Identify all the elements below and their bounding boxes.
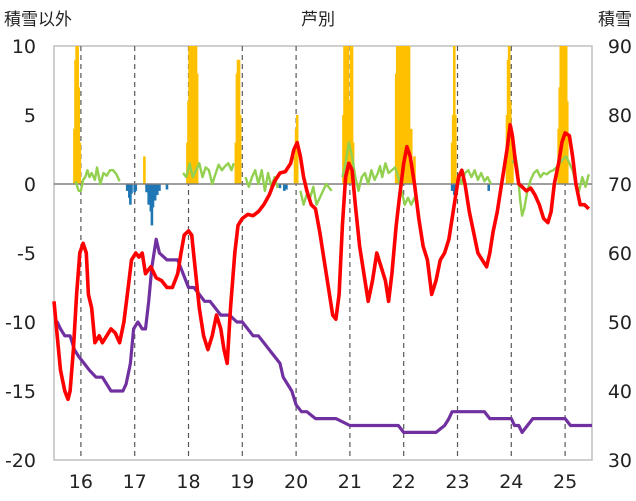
x-tick-label-22: 22 xyxy=(392,471,416,493)
precip-bar-57 xyxy=(508,101,512,184)
right-tick-label-0: 90 xyxy=(608,36,632,58)
left-tick-label-4: -10 xyxy=(5,312,36,334)
x-tick-label-23: 23 xyxy=(445,471,469,493)
sunshine-bar-13 xyxy=(158,184,161,191)
sunshine-bar-3 xyxy=(130,184,133,194)
precip-bar-16 xyxy=(195,73,199,184)
snow-depth-line xyxy=(54,237,592,434)
right-tick-label-4: 50 xyxy=(608,312,632,334)
sunshine-bar-0 xyxy=(125,184,129,191)
bars xyxy=(73,46,569,226)
right-tick-label-2: 70 xyxy=(608,174,632,196)
x-tick-label-18: 18 xyxy=(176,471,200,493)
x-tick-label-19: 19 xyxy=(230,471,254,493)
precip-bar-47 xyxy=(407,46,411,184)
wind-line-1 xyxy=(182,162,235,186)
sunshine-bar-16 xyxy=(282,184,286,191)
sunshine-bar-6 xyxy=(145,184,148,193)
series-lines xyxy=(52,122,592,434)
precip-bar-58 xyxy=(511,142,514,184)
sunshine-bar-17 xyxy=(285,184,288,190)
sunshine-bar-15 xyxy=(278,184,282,189)
precip-bar-4 xyxy=(77,87,81,184)
wind-line-0 xyxy=(74,166,121,193)
temperature-line xyxy=(52,122,591,402)
right-tick-label-1: 80 xyxy=(608,105,632,127)
wind-line-3 xyxy=(299,182,333,206)
left-tick-label-2: 0 xyxy=(24,174,36,196)
precip-bar-6 xyxy=(143,156,146,184)
x-tick-label-25: 25 xyxy=(553,471,577,493)
x-tick-label-20: 20 xyxy=(284,471,308,493)
x-tick-label-16: 16 xyxy=(69,471,93,493)
precip-bar-67 xyxy=(565,101,569,184)
left-axis-title: 積雪以外 xyxy=(4,10,72,30)
wind-line-4 xyxy=(341,141,419,208)
left-tick-label-1: 5 xyxy=(24,105,36,127)
sunshine-bar-11 xyxy=(153,184,157,201)
chart-title: 芦別 xyxy=(301,10,335,30)
x-tick-label-17: 17 xyxy=(123,471,147,493)
left-tick-label-3: -5 xyxy=(17,243,36,265)
x-tick-label-21: 21 xyxy=(338,471,362,493)
right-tick-label-6: 30 xyxy=(608,450,632,472)
left-tick-label-5: -15 xyxy=(5,381,36,403)
right-tick-label-5: 40 xyxy=(608,381,632,403)
left-tick-label-6: -20 xyxy=(5,450,36,472)
left-tick-label-0: 10 xyxy=(12,36,36,58)
sunshine-bar-20 xyxy=(487,184,491,191)
sunshine-bar-14 xyxy=(165,184,169,190)
precip-bar-21 xyxy=(238,115,242,184)
sunshine-bar-5 xyxy=(134,184,138,191)
sunshine-bar-7 xyxy=(147,184,150,205)
precip-bar-49 xyxy=(413,156,416,184)
sunshine-bar-18 xyxy=(450,184,454,191)
precip-bar-53 xyxy=(454,115,457,184)
sunshine-bar-12 xyxy=(155,184,159,196)
sunshine-bar-2 xyxy=(129,184,132,205)
right-tick-label-3: 60 xyxy=(608,243,632,265)
sunshine-bar-10 xyxy=(151,184,155,208)
x-tick-label-24: 24 xyxy=(499,471,523,493)
right-axis-title: 積雪 xyxy=(598,10,632,30)
precip-bar-33 xyxy=(350,46,354,184)
sunshine-bar-19 xyxy=(452,184,456,196)
precip-bar-5 xyxy=(78,142,82,184)
